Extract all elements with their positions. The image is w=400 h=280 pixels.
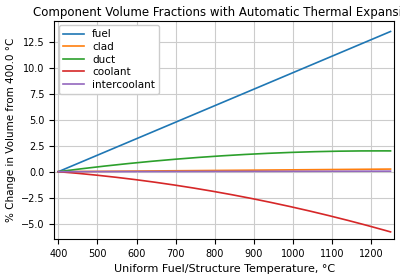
fuel (236, 94, 240, 97)
duct (254, 152, 258, 156)
coolant (214, 190, 218, 193)
fuel (216, 102, 220, 106)
coolant (236, 194, 240, 198)
duct (214, 155, 218, 158)
Legend: fuel, clad, duct, coolant, intercoolant: fuel, clad, duct, coolant, intercoolant (59, 25, 159, 94)
fuel (380, 33, 385, 37)
intercoolant (56, 170, 61, 173)
duct (376, 149, 380, 153)
X-axis label: Uniform Fuel/Structure Temperature, °C: Uniform Fuel/Structure Temperature, °C (114, 264, 335, 274)
fuel (214, 103, 218, 107)
Line: coolant: coolant (58, 172, 390, 232)
clad (216, 169, 220, 172)
clad (388, 167, 393, 171)
coolant (328, 214, 333, 218)
clad (236, 169, 240, 172)
clad (254, 169, 258, 172)
coolant (216, 190, 220, 194)
intercoolant (254, 170, 258, 173)
clad (380, 167, 385, 171)
coolant (380, 228, 385, 231)
clad (56, 170, 61, 173)
fuel (388, 30, 393, 33)
clad (214, 169, 218, 172)
intercoolant (216, 170, 220, 173)
fuel (328, 55, 333, 59)
duct (56, 170, 61, 173)
coolant (388, 230, 393, 234)
Y-axis label: % Change in Volume from 400.0 °C: % Change in Volume from 400.0 °C (6, 38, 16, 222)
duct (381, 149, 386, 153)
intercoolant (328, 170, 333, 173)
Line: duct: duct (58, 151, 390, 172)
Title: Component Volume Fractions with Automatic Thermal Expansion: Component Volume Fractions with Automati… (33, 6, 400, 18)
fuel (56, 170, 61, 173)
clad (328, 168, 333, 171)
intercoolant (214, 170, 218, 173)
intercoolant (380, 169, 385, 173)
coolant (56, 170, 61, 173)
Line: fuel: fuel (58, 31, 390, 172)
Line: intercoolant: intercoolant (58, 171, 390, 172)
intercoolant (236, 170, 240, 173)
duct (388, 149, 393, 153)
duct (236, 153, 240, 157)
duct (328, 150, 333, 153)
Line: clad: clad (58, 169, 390, 172)
duct (216, 154, 220, 158)
intercoolant (388, 169, 393, 173)
coolant (254, 198, 258, 201)
fuel (254, 87, 258, 90)
